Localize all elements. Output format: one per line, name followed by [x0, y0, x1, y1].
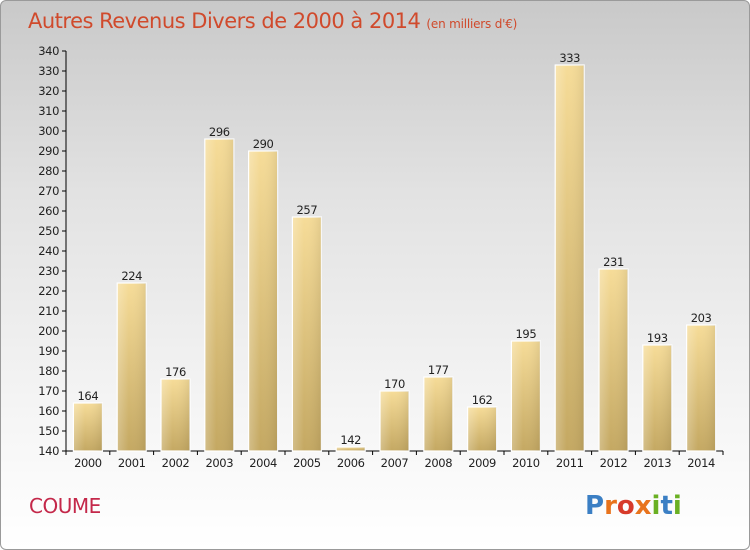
x-tick-label: 2014 — [687, 456, 715, 470]
proxiti-logo: Proxiti — [585, 491, 682, 521]
bar-value-label: 176 — [165, 365, 186, 379]
bar-value-label: 195 — [516, 327, 537, 341]
bar-value-label: 142 — [340, 433, 361, 447]
bar-value-label: 290 — [253, 137, 274, 151]
y-tick-label: 230 — [38, 264, 59, 278]
y-tick-label: 150 — [38, 424, 59, 438]
x-tick-label: 2006 — [337, 456, 365, 470]
logo-letter: t — [660, 491, 673, 521]
chart-title: Autres Revenus Divers de 2000 à 2014 (en … — [28, 9, 517, 33]
y-tick-label: 170 — [38, 384, 59, 398]
logo-letter: r — [604, 491, 617, 521]
bar-shade — [467, 407, 497, 451]
bar-value-label: 203 — [691, 311, 712, 325]
y-tick-label: 340 — [38, 44, 59, 58]
chart-title-text: Autres Revenus Divers de 2000 à 2014 — [28, 9, 421, 33]
bar-shade — [204, 139, 234, 451]
x-tick-label: 2008 — [424, 456, 452, 470]
commune-name: COUME — [29, 494, 101, 518]
bar-value-label: 170 — [384, 377, 405, 391]
bar-shade — [511, 341, 541, 451]
x-tick-label: 2012 — [600, 456, 628, 470]
bar-shade — [380, 391, 409, 451]
bar-value-label: 333 — [559, 51, 580, 65]
bar-shade — [423, 377, 453, 451]
bar-shade — [336, 447, 366, 451]
y-tick-label: 180 — [38, 364, 59, 378]
y-tick-label: 220 — [38, 284, 59, 298]
logo-letter: P — [585, 491, 605, 521]
y-tick-label: 160 — [38, 404, 59, 418]
y-tick-label: 280 — [38, 164, 59, 178]
bar-value-label: 257 — [297, 203, 318, 217]
x-tick-label: 2005 — [293, 456, 321, 470]
bar-value-label: 177 — [428, 363, 449, 377]
bar-shade — [248, 151, 278, 451]
y-tick-label: 330 — [38, 64, 59, 78]
y-tick-label: 240 — [38, 244, 59, 258]
bar-shade — [642, 345, 672, 451]
y-tick-label: 300 — [38, 124, 59, 138]
bar-value-label: 224 — [121, 269, 142, 283]
bar-shade — [117, 283, 147, 451]
y-tick-label: 290 — [38, 144, 59, 158]
bar-shade — [599, 269, 628, 451]
x-tick-label: 2002 — [162, 456, 190, 470]
chart-unit-text: (en milliers d'€) — [426, 17, 518, 31]
bar-shade — [292, 217, 322, 451]
x-tick-label: 2003 — [205, 456, 233, 470]
y-tick-label: 310 — [38, 104, 59, 118]
y-tick-label: 320 — [38, 84, 59, 98]
bar-shade — [161, 379, 190, 451]
x-tick-label: 2004 — [249, 456, 277, 470]
y-tick-label: 260 — [38, 204, 59, 218]
x-tick-label: 2009 — [468, 456, 496, 470]
x-tick-label: 2011 — [556, 456, 584, 470]
y-tick-label: 250 — [38, 224, 59, 238]
bar-shade — [73, 403, 103, 451]
bar-value-label: 162 — [472, 393, 493, 407]
bar-value-label: 193 — [647, 331, 668, 345]
bar-value-label: 231 — [603, 255, 624, 269]
bar-value-label: 164 — [78, 389, 99, 403]
logo-letter: i — [672, 491, 682, 521]
bar-value-label: 296 — [209, 125, 230, 139]
x-tick-label: 2013 — [643, 456, 671, 470]
bar-shade — [555, 65, 585, 451]
x-tick-label: 2007 — [381, 456, 409, 470]
bar-shade — [686, 325, 716, 451]
y-tick-label: 140 — [38, 444, 59, 458]
y-tick-label: 200 — [38, 324, 59, 338]
chart-axes: 140 150 160 170 180 190 200 210 220 230 240 250 260 2… — [38, 44, 724, 470]
y-tick-label: 270 — [38, 184, 59, 198]
logo-letter: o — [616, 491, 635, 521]
logo-letter: i — [651, 491, 661, 521]
x-tick-label: 2000 — [74, 456, 102, 470]
x-tick-label: 2001 — [118, 456, 146, 470]
y-tick-label: 210 — [38, 304, 59, 318]
y-tick-label: 190 — [38, 344, 59, 358]
logo-letter: x — [634, 491, 652, 521]
chart-bars — [72, 64, 717, 452]
x-tick-label: 2010 — [512, 456, 540, 470]
chart-data-labels: 164 224 176 296 290 257 142 170 177 162 195 333 231 1… — [78, 51, 712, 447]
